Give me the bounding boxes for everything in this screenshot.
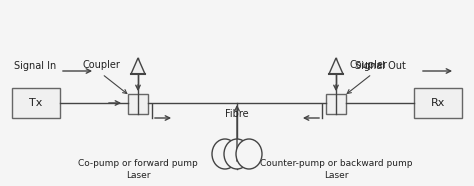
Text: Laser: Laser (324, 171, 348, 179)
Text: Coupler: Coupler (82, 60, 120, 70)
Ellipse shape (236, 139, 262, 169)
Polygon shape (131, 58, 145, 74)
Text: Signal Out: Signal Out (355, 61, 406, 71)
Text: Laser: Laser (126, 171, 150, 179)
Polygon shape (329, 58, 343, 74)
FancyBboxPatch shape (128, 94, 148, 114)
Text: Counter-pump or backward pump: Counter-pump or backward pump (260, 160, 412, 169)
Ellipse shape (224, 139, 250, 169)
Text: Fibre: Fibre (225, 109, 249, 119)
Ellipse shape (212, 139, 238, 169)
Text: Signal In: Signal In (14, 61, 56, 71)
Text: Rx: Rx (431, 98, 445, 108)
Text: Coupler: Coupler (350, 60, 388, 70)
Text: Co-pump or forward pump: Co-pump or forward pump (78, 160, 198, 169)
FancyBboxPatch shape (12, 88, 60, 118)
FancyBboxPatch shape (414, 88, 462, 118)
FancyBboxPatch shape (326, 94, 346, 114)
Text: Tx: Tx (29, 98, 43, 108)
